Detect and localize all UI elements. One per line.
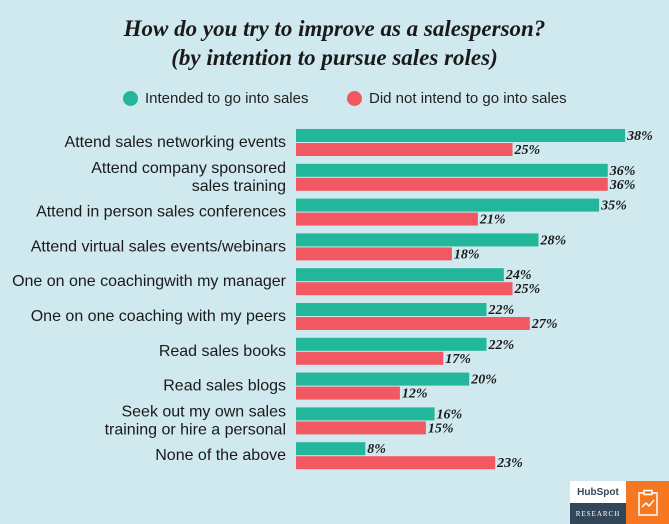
bar-intended: [296, 337, 487, 351]
bar-intended: [296, 233, 539, 247]
category-label: One on one coachingwith my manager: [12, 273, 287, 290]
bar-intended: [296, 372, 470, 386]
bar-not-intended: [296, 177, 608, 191]
category-label: One on one coaching with my peers: [31, 308, 286, 325]
value-label: 36%: [609, 178, 636, 193]
bar-intended: [296, 268, 504, 282]
chart-title-line1: How do you try to improve as a salespers…: [123, 16, 546, 41]
value-label: 15%: [428, 421, 454, 436]
value-label: 17%: [445, 352, 471, 367]
bar-not-intended: [296, 386, 400, 400]
bar-intended: [296, 442, 366, 456]
category-label: None of the above: [155, 447, 286, 464]
legend-label-intended: Intended to go into sales: [145, 89, 309, 107]
value-label: 35%: [600, 199, 627, 214]
category-label: Attend in person sales conferences: [36, 204, 286, 221]
category-label: training or hire a personal: [105, 421, 286, 438]
bar-not-intended: [296, 282, 513, 296]
bar-intended: [296, 129, 626, 142]
value-label: 22%: [488, 338, 515, 353]
bar-not-intended: [296, 143, 513, 156]
bar-not-intended: [296, 317, 530, 330]
value-label: 16%: [437, 407, 463, 422]
logo-tag: RESEARCH: [570, 503, 626, 524]
legend-item-intended: Intended to go into sales: [123, 88, 308, 108]
value-label: 18%: [454, 247, 480, 262]
category-label: Read sales blogs: [163, 378, 286, 395]
category-label: sales training: [192, 178, 286, 195]
bar-not-intended: [296, 456, 496, 470]
value-label: 8%: [367, 442, 386, 457]
clipboard-chart-icon: [626, 481, 669, 524]
value-label: 21%: [479, 213, 506, 228]
category-label: Attend virtual sales events/webinars: [31, 238, 286, 255]
chart-title-line2: (by intention to pursue sales roles): [171, 45, 498, 70]
value-label: 25%: [514, 282, 541, 297]
hubspot-research-logo: HubSpot RESEARCH: [570, 481, 669, 524]
value-label: 25%: [514, 143, 541, 158]
value-label: 27%: [531, 317, 558, 332]
legend-dot-intended: [123, 90, 138, 106]
category-label: Seek out my own sales: [121, 403, 286, 420]
value-label: 28%: [539, 233, 566, 248]
logo-brand: HubSpot: [570, 481, 626, 503]
value-label: 22%: [488, 303, 515, 318]
bar-intended: [296, 163, 608, 177]
value-label: 12%: [402, 387, 428, 402]
category-label: Attend company sponsored: [91, 160, 286, 177]
legend-dot-not-intended: [347, 90, 362, 106]
legend-item-not-intended: Did not intend to go into sales: [347, 88, 567, 108]
value-label: 20%: [470, 373, 497, 388]
value-label: 36%: [609, 164, 636, 179]
category-label: Read sales books: [159, 343, 286, 360]
bar-not-intended: [296, 351, 444, 365]
value-label: 23%: [496, 456, 523, 471]
bar-intended: [296, 407, 435, 421]
value-label: 24%: [505, 268, 532, 283]
bar-not-intended: [296, 247, 452, 261]
value-label: 38%: [626, 129, 653, 144]
bar-not-intended: [296, 421, 426, 435]
logo-wordmark: HubSpot RESEARCH: [570, 481, 626, 524]
legend-label-not-intended: Did not intend to go into sales: [369, 89, 567, 107]
category-label: Attend sales networking events: [65, 134, 286, 151]
bar-not-intended: [296, 212, 478, 226]
bar-intended: [296, 303, 487, 316]
bar-intended: [296, 198, 600, 212]
